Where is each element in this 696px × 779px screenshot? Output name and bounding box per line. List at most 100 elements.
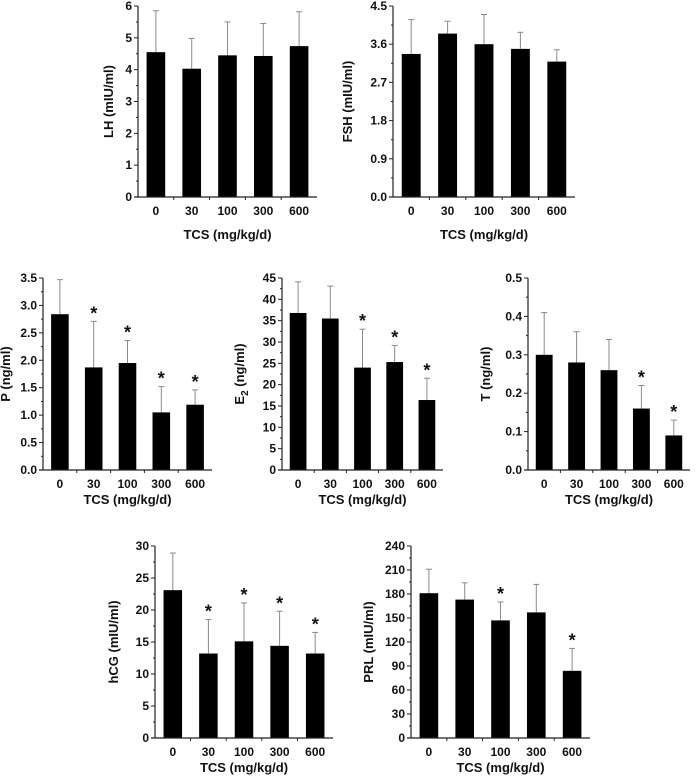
y-tick-label: 3.5	[20, 271, 37, 285]
y-tick-label: 0.5	[505, 271, 522, 285]
x-tick-label: 30	[570, 477, 584, 491]
y-tick-label: 3.0	[20, 298, 37, 312]
y-axis-title: PRL (mIU/ml)	[361, 601, 376, 682]
y-tick-label: 4.5	[370, 0, 387, 13]
bar	[51, 314, 69, 470]
y-tick-label: 30	[392, 707, 406, 721]
bar	[438, 33, 458, 197]
significance-marker: *	[124, 323, 131, 343]
y-tick-label: 15	[263, 399, 277, 413]
y-tick-label: 0.1	[505, 425, 522, 439]
x-tick-label: 100	[217, 204, 237, 218]
x-tick-label: 30	[87, 477, 101, 491]
x-tick-label: 600	[289, 204, 309, 218]
y-tick-label: 5	[142, 699, 149, 713]
x-tick-label: 0	[408, 204, 415, 218]
y-tick-label: 2	[125, 126, 132, 140]
y-tick-label: 3.6	[370, 37, 387, 51]
bar	[474, 44, 494, 198]
bar	[562, 670, 582, 738]
bar	[535, 354, 553, 470]
bar	[491, 620, 510, 738]
significance-marker: *	[569, 630, 576, 650]
x-tick-label: 0	[153, 204, 160, 218]
x-tick-label: 0	[57, 477, 64, 491]
bar	[419, 593, 439, 738]
y-tick-label: 0.4	[505, 309, 522, 323]
significance-marker: *	[90, 303, 97, 323]
bar	[186, 404, 204, 470]
x-axis-title: TCS (mg/kg/d)	[318, 492, 406, 507]
bar	[118, 363, 137, 470]
y-tick-label: 180	[385, 587, 405, 601]
x-tick-label: 600	[547, 204, 567, 218]
bar	[163, 590, 183, 738]
significance-marker: *	[391, 327, 398, 347]
y-tick-label: 10	[263, 420, 277, 434]
y-tick-label: 0.0	[505, 463, 522, 477]
y-tick-label: 3	[125, 95, 132, 109]
y-axis-title: hCG (mIU/ml)	[106, 600, 121, 683]
x-tick-label: 0	[169, 745, 176, 759]
y-tick-label: 0.5	[20, 436, 37, 450]
y-tick-label: 15	[136, 635, 150, 649]
y-tick-label: 1.0	[20, 408, 37, 422]
x-tick-label: 600	[664, 477, 684, 491]
bar	[568, 362, 586, 470]
y-tick-label: 2.5	[20, 326, 37, 340]
x-axis-title: TCS (mg/kg/d)	[83, 492, 171, 507]
y-axis-title: E2 (ng/ml)	[232, 343, 251, 404]
bar	[418, 400, 436, 470]
y-tick-label: 120	[385, 635, 405, 649]
y-tick-label: 0	[142, 731, 149, 745]
y-tick-label: 1.5	[20, 381, 37, 395]
x-tick-label: 30	[185, 204, 199, 218]
bar	[253, 55, 273, 197]
y-tick-label: 40	[263, 292, 277, 306]
x-tick-label: 30	[441, 204, 455, 218]
bar	[455, 599, 475, 738]
chart-lh: 0 30 100 300 600 0 1 2 3 4 5 6 TCS (mg/kg/d) LH (mIU/…	[101, 0, 317, 242]
significance-marker: *	[497, 584, 504, 604]
x-tick-label: 300	[270, 745, 290, 759]
y-tick-label: 0	[269, 463, 276, 477]
y-tick-label: 2.0	[20, 353, 37, 367]
y-axis-title: P (ng/ml)	[0, 346, 13, 401]
chart-t: 0 30 100 * 300 * 600 0.0 0.1 0.2 0.3 0.4 0.5 TCS (mg/…	[478, 271, 690, 507]
significance-marker: *	[192, 372, 199, 392]
significance-marker: *	[638, 368, 645, 388]
x-tick-label: 300	[510, 204, 530, 218]
x-tick-label: 100	[352, 477, 372, 491]
significance-marker: *	[240, 585, 247, 605]
x-tick-label: 30	[458, 745, 472, 759]
y-tick-label: 60	[392, 683, 406, 697]
x-tick-label: 300	[631, 477, 651, 491]
y-tick-label: 210	[385, 563, 405, 577]
y-tick-label: 0.3	[505, 348, 522, 362]
x-axis-title: TCS (mg/kg/d)	[440, 227, 528, 242]
bar	[386, 362, 404, 470]
y-tick-label: 0.9	[370, 152, 387, 166]
x-tick-label: 300	[385, 477, 405, 491]
x-axis-title: TCS (mg/kg/d)	[200, 760, 288, 775]
x-axis-title: TCS (mg/kg/d)	[183, 227, 271, 242]
y-tick-label: 20	[263, 378, 277, 392]
x-tick-label: 100	[234, 745, 254, 759]
y-tick-label: 20	[136, 603, 150, 617]
y-tick-label: 6	[125, 0, 132, 13]
x-tick-label: 0	[295, 477, 302, 491]
y-tick-label: 35	[263, 314, 277, 328]
y-tick-label: 0	[125, 190, 132, 204]
y-tick-label: 45	[263, 271, 277, 285]
chart-fsh: 0 30 100 300 600 0.0 0.9 1.8 2.7 3.6 4.5 TCS (mg/kg…	[340, 0, 575, 242]
y-tick-label: 10	[136, 667, 150, 681]
y-tick-label: 30	[136, 539, 150, 553]
y-axis-title: LH (mIU/ml)	[101, 65, 116, 138]
bar	[289, 312, 307, 470]
y-tick-label: 5	[269, 442, 276, 456]
bar	[289, 46, 309, 197]
y-tick-label: 1	[125, 158, 132, 172]
significance-marker: *	[423, 360, 430, 380]
chart-p: 0 * 30 * 100 * 300 * 600 0.0 0.5 1.0 1.5 2.0 2.5 3.0 3.5…	[0, 271, 212, 507]
